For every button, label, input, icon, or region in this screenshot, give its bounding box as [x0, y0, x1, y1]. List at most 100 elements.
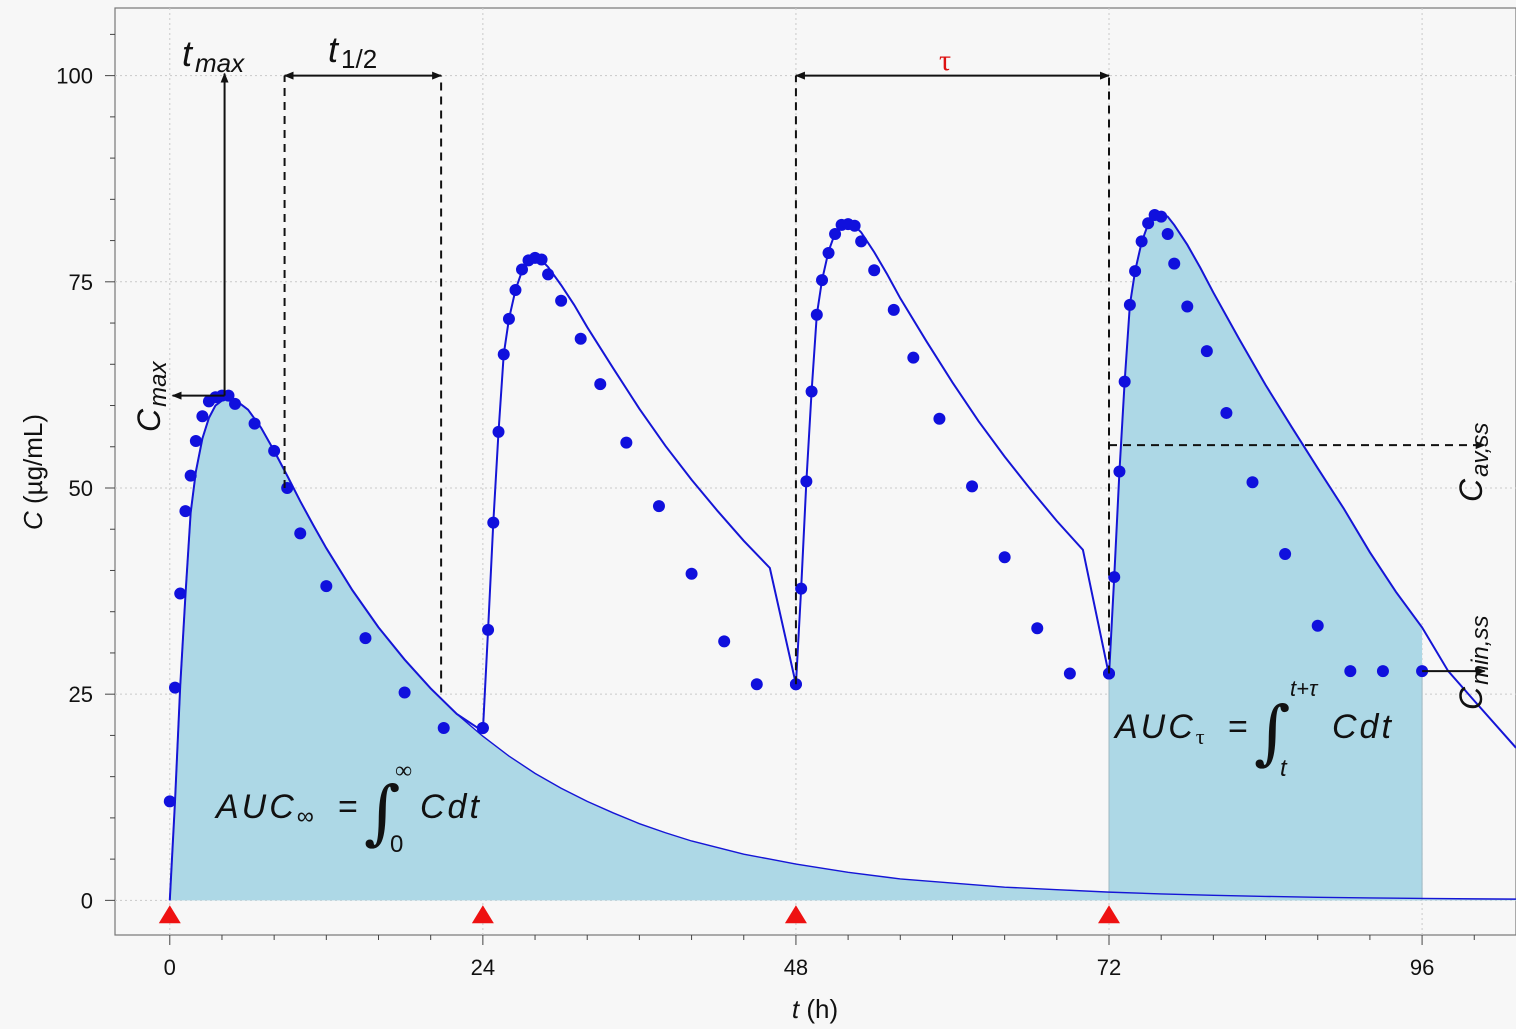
data-point — [268, 445, 280, 457]
y-tick-label: 50 — [69, 476, 93, 501]
data-point — [816, 274, 828, 286]
dose-marker-3 — [1098, 905, 1120, 923]
c-min-ss-main: C — [1453, 686, 1489, 710]
y-axis-unit: (µg/mL) — [18, 414, 48, 511]
data-point — [509, 284, 521, 296]
data-point — [966, 480, 978, 492]
data-point — [503, 313, 515, 325]
t-half-label: t 1/2 — [328, 29, 377, 74]
data-point — [849, 220, 861, 232]
data-point — [536, 254, 548, 266]
data-point — [868, 264, 880, 276]
y-axis-variable: C — [18, 511, 48, 530]
data-point — [229, 398, 241, 410]
y-axis-title: C (µg/mL) — [18, 414, 48, 530]
data-point — [1279, 548, 1291, 560]
c-av-ss-sub: av,ss — [1467, 423, 1494, 477]
t-max-label: t max — [182, 33, 245, 78]
c-max-main: C — [131, 408, 167, 432]
x-tick-label: 72 — [1097, 955, 1121, 980]
data-point — [1064, 668, 1076, 680]
data-point — [399, 687, 411, 699]
data-point — [800, 475, 812, 487]
t-max-sub: max — [195, 48, 245, 78]
data-point — [196, 410, 208, 422]
auc-inf-lhs-sub: ∞ — [297, 803, 317, 830]
auc-inf-lower: 0 — [390, 831, 403, 858]
data-point — [1168, 258, 1180, 270]
data-point — [811, 309, 823, 321]
y-tick-label: 75 — [69, 270, 93, 295]
auc-tau-upper: t+τ — [1290, 676, 1319, 701]
data-point — [190, 435, 202, 447]
data-point — [888, 304, 900, 316]
c-av-ss-label: Cav,ss — [1453, 423, 1494, 502]
data-point — [620, 437, 632, 449]
data-point — [185, 470, 197, 482]
data-point — [823, 247, 835, 259]
auc-tau-lhs: AUCτ — [1113, 708, 1208, 749]
c-min-ss-sub: min,ss — [1467, 616, 1494, 685]
data-point — [751, 678, 763, 690]
t-half-main: t — [328, 29, 340, 70]
data-point — [686, 568, 698, 580]
data-point — [907, 352, 919, 364]
auc-tau-area — [1109, 213, 1422, 900]
data-point — [1155, 211, 1167, 223]
data-point — [294, 527, 306, 539]
data-point — [1162, 228, 1174, 240]
auc-tau-lhs-main: AUC — [1113, 708, 1196, 746]
data-point — [1201, 345, 1213, 357]
data-point — [169, 682, 181, 694]
data-point — [1124, 299, 1136, 311]
auc-inf-integrand: Cdt — [420, 788, 482, 826]
y-tick-label: 0 — [81, 888, 93, 913]
data-point — [806, 386, 818, 398]
data-point — [933, 413, 945, 425]
auc-inf-lhs-main: AUC — [214, 788, 297, 826]
x-axis-unit: (h) — [799, 994, 838, 1024]
data-point — [477, 722, 489, 734]
data-point — [795, 583, 807, 595]
dose-marker-2 — [785, 905, 807, 923]
x-tick-label: 96 — [1410, 955, 1434, 980]
data-point — [487, 517, 499, 529]
data-point — [1220, 407, 1232, 419]
auc-tau-integrand: Cdt — [1332, 708, 1394, 746]
data-point — [653, 500, 665, 512]
x-tick-label: 48 — [784, 955, 808, 980]
data-point — [555, 295, 567, 307]
data-point — [1246, 476, 1258, 488]
t-half-sub: 1/2 — [341, 44, 377, 74]
auc-tau-eq: = — [1228, 708, 1248, 746]
data-point — [1312, 620, 1324, 632]
data-point — [493, 426, 505, 438]
x-tick-label: 24 — [471, 955, 495, 980]
tau-label: τ — [939, 44, 951, 77]
y-tick-label: 25 — [69, 682, 93, 707]
data-point — [1181, 301, 1193, 313]
x-axis-title: t (h) — [792, 994, 838, 1024]
data-point — [438, 722, 450, 734]
data-point — [999, 551, 1011, 563]
c-max-sub: max — [145, 361, 172, 407]
data-point — [718, 635, 730, 647]
data-point — [1108, 571, 1120, 583]
data-point — [281, 482, 293, 494]
data-point — [1119, 376, 1131, 388]
data-point — [482, 624, 494, 636]
c-min-ss-label: Cmin,ss — [1453, 616, 1494, 710]
data-point — [1344, 665, 1356, 677]
data-point — [359, 632, 371, 644]
auc-tau-lhs-sub: τ — [1196, 724, 1208, 749]
dose-marker-1 — [472, 905, 494, 923]
data-point — [575, 333, 587, 345]
t-max-main: t — [182, 33, 194, 74]
data-point — [174, 588, 186, 600]
c-max-label: Cmax — [131, 361, 172, 432]
data-point — [594, 378, 606, 390]
y-tick-label: 100 — [56, 64, 93, 89]
data-point — [542, 268, 554, 280]
data-point — [164, 795, 176, 807]
